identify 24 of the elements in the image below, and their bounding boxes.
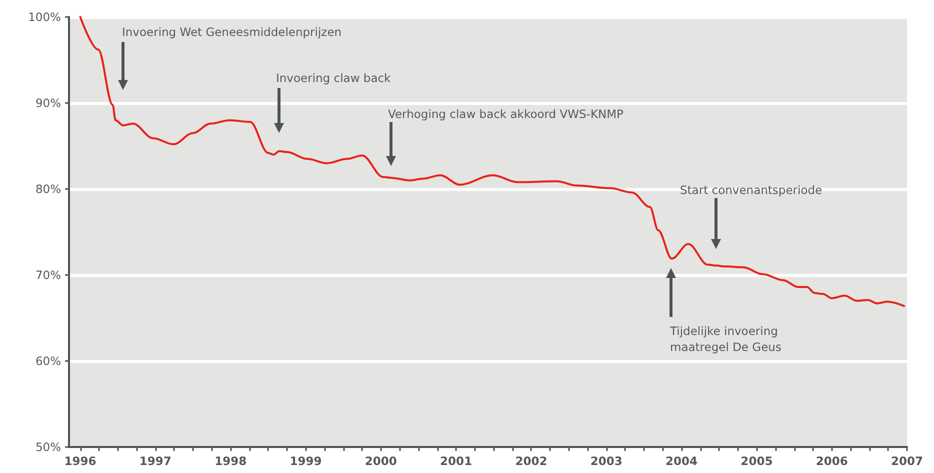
- line-series: [79, 16, 905, 307]
- x-tick-label: 2002: [515, 454, 548, 468]
- x-tick-label: 2005: [740, 454, 773, 468]
- x-tick-label: 1999: [290, 454, 322, 468]
- y-tick-label: 60%: [35, 354, 62, 368]
- x-tick-label: 2003: [590, 454, 622, 468]
- annotation: Tijdelijke invoering maatregel De Geus: [670, 323, 782, 355]
- y-tick-label: 50%: [35, 440, 62, 454]
- x-tick-label: 2000: [364, 454, 397, 468]
- y-tick-label: 90%: [35, 96, 62, 110]
- annotation: Invoering Wet Geneesmiddelenprijzen: [122, 24, 342, 40]
- y-tick-label: 100%: [28, 10, 62, 24]
- annotation: Verhoging claw back akkoord VWS-KNMP: [388, 106, 624, 122]
- x-tick-label: 1996: [64, 454, 96, 468]
- x-tick-label: 2007: [890, 454, 924, 468]
- x-tick-label: 1998: [214, 454, 247, 468]
- x-tick-label: 2001: [440, 454, 472, 468]
- x-tick-label: 2004: [666, 454, 698, 468]
- annotation: Start convenantsperiode: [680, 182, 822, 198]
- y-tick-label: 70%: [35, 268, 62, 282]
- annotation: Invoering claw back: [276, 70, 391, 86]
- x-tick-label: 2006: [816, 454, 848, 468]
- x-tick-label: 1997: [139, 454, 172, 468]
- y-tick-label: 80%: [35, 182, 62, 196]
